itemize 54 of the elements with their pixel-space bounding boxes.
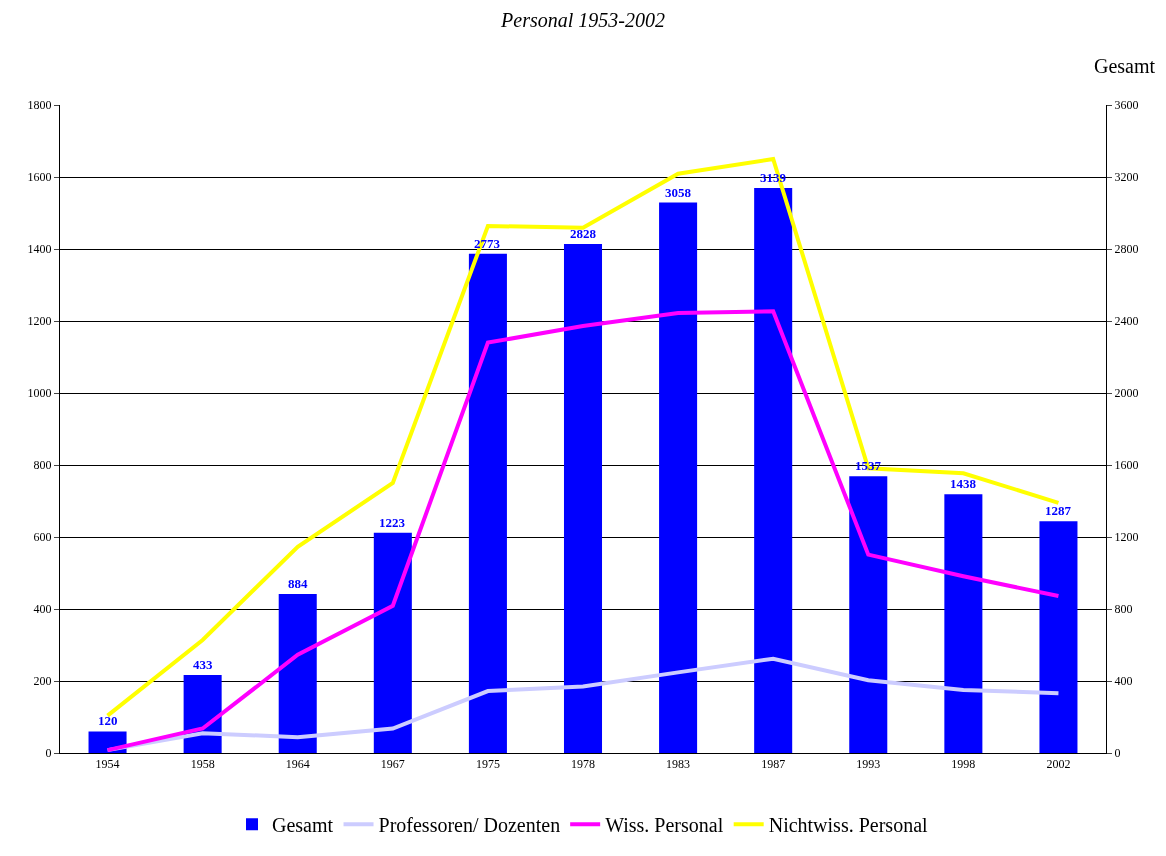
y-tick-label: 1600 [27, 170, 52, 185]
y-tick-label: 1200 [27, 314, 52, 329]
x-tick-label: 1993 [856, 757, 881, 772]
x-tick-label: 1987 [761, 757, 786, 772]
y2-tick-label: 400 [1114, 674, 1133, 689]
y-tick-label: 1800 [27, 98, 52, 113]
x-tick-label: 1964 [285, 757, 310, 772]
bar [563, 243, 603, 753]
y2-tick-label: 3600 [1114, 98, 1139, 113]
x-tick-label: 1978 [571, 757, 595, 772]
y2-tick-label: 0 [1114, 746, 1121, 761]
x-tick-label: 1998 [951, 757, 976, 772]
y-tick-label: 400 [33, 602, 52, 617]
bar [944, 494, 983, 753]
legend-label: Nichtwiss. Personal [768, 814, 928, 837]
data-label: 2828 [570, 226, 597, 241]
y-tick-label: 0 [45, 746, 52, 761]
y2-tick-label: 2400 [1114, 314, 1139, 329]
data-label: 1223 [379, 515, 406, 530]
y2-tick-label: 800 [1114, 602, 1133, 617]
bar [1039, 521, 1078, 753]
y2-tick-label: 1200 [1114, 530, 1139, 545]
data-label: 3058 [665, 185, 692, 200]
x-tick-label: 1954 [95, 757, 120, 772]
bar [754, 187, 793, 753]
chart-title: Personal 1953-2002 [500, 8, 665, 31]
x-tick-label: 1983 [666, 757, 691, 772]
data-label: 433 [193, 657, 213, 672]
bar [373, 532, 412, 753]
x-tick-label: 1958 [190, 757, 215, 772]
bar [849, 476, 888, 753]
y2-tick-label: 2000 [1114, 386, 1139, 401]
legend-label: Gesamt [272, 814, 334, 837]
y2-tick-label: 2800 [1114, 242, 1139, 257]
legend-label: Wiss. Personal [605, 814, 724, 837]
bar [468, 253, 507, 753]
data-label: 1287 [1045, 503, 1072, 518]
y-tick-label: 800 [33, 458, 52, 473]
y-tick-label: 600 [33, 530, 52, 545]
y2-tick-label: 1600 [1114, 458, 1139, 473]
y-tick-label: 1000 [27, 386, 52, 401]
y-tick-label: 200 [33, 674, 52, 689]
data-label: 120 [98, 713, 118, 728]
bar [659, 202, 698, 753]
legend-label: Professoren/ Dozenten [378, 814, 561, 837]
data-label: 884 [288, 576, 308, 591]
data-label: 1438 [950, 476, 977, 491]
x-tick-label: 2002 [1046, 757, 1071, 772]
y2-axis-title: Gesamt [1094, 55, 1156, 77]
y2-tick-label: 3200 [1114, 170, 1139, 185]
x-tick-label: 1967 [380, 757, 405, 772]
bar [278, 593, 317, 753]
x-tick-label: 1975 [475, 757, 500, 772]
y-tick-label: 1400 [27, 242, 52, 257]
